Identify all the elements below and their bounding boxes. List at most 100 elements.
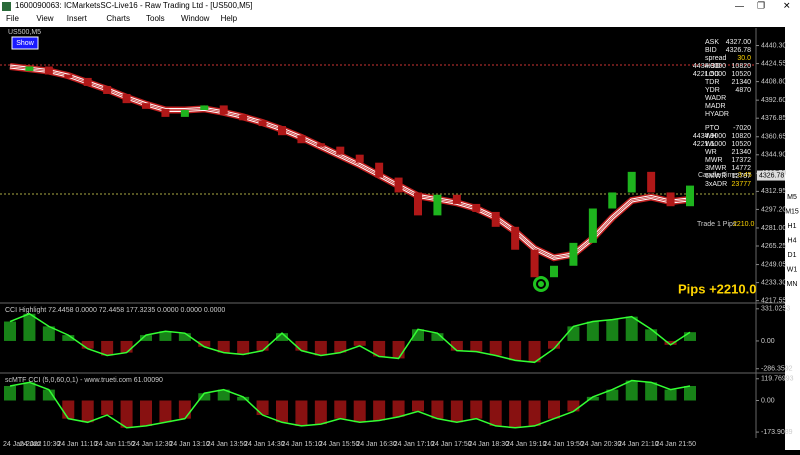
info-value: -7020: [733, 125, 751, 132]
candle: [569, 242, 578, 266]
indicator-bar: [334, 340, 347, 353]
menu-item[interactable]: Charts: [106, 14, 130, 23]
candle: [278, 126, 286, 136]
time-label: 24 Jan 17:10: [394, 441, 435, 448]
indicator-bar: [509, 340, 522, 361]
indicator-bar: [314, 340, 327, 356]
indicator-bar: [353, 340, 366, 346]
info-value: 4327.00: [726, 39, 751, 46]
indicator-bar: [159, 331, 172, 341]
show-button-label[interactable]: Show: [16, 40, 34, 47]
indicator-bar: [4, 321, 16, 341]
info-label: HYADR: [705, 111, 729, 118]
candle: [316, 143, 325, 147]
indicator-bar: [392, 340, 405, 359]
show-button[interactable]: [11, 36, 39, 50]
indicator-bar: [237, 340, 250, 355]
candle: [83, 77, 92, 86]
timeframe-button[interactable]: M15: [785, 208, 799, 215]
menu-item[interactable]: Tools: [146, 14, 165, 23]
price-label: 4424.55: [761, 60, 786, 67]
candle: [433, 194, 442, 216]
menu-item[interactable]: Help: [221, 14, 238, 23]
indicator-bar: [23, 313, 36, 341]
indicator-bar: [42, 326, 55, 341]
candle: [414, 192, 422, 216]
indicator-bar: [412, 400, 424, 412]
menu-item[interactable]: Insert: [67, 14, 88, 23]
candle: [472, 203, 481, 212]
candle: [608, 192, 617, 209]
price-label: 4408.80: [761, 78, 786, 85]
info-label: 3xADR: [705, 181, 727, 188]
indicator-bar: [392, 400, 405, 417]
window-controls[interactable]: —: [735, 0, 744, 10]
time-label: 24 Jan 10:30: [20, 441, 61, 448]
candle: [219, 105, 228, 115]
indicator-bar: [140, 400, 152, 426]
restore[interactable]: ❐: [757, 0, 765, 10]
timeframe-button[interactable]: M5: [787, 194, 797, 201]
timeframe-button[interactable]: W1: [787, 266, 798, 273]
indicator-bar: [101, 340, 114, 356]
candle: [647, 171, 656, 193]
indicator-bar: [548, 400, 560, 419]
time-label: 24 Jan 11:10: [57, 441, 97, 448]
timeframe-button[interactable]: D1: [788, 252, 797, 259]
info-value: 4434.9000: [693, 133, 726, 140]
time-label: 24 Jan 15:10: [282, 441, 323, 448]
indicator-axis-label: -173.9089: [761, 429, 793, 436]
indicator-axis-label: 119.76993: [761, 376, 794, 383]
symbol-label: US500,M5: [8, 29, 41, 36]
info-value: 10520: [732, 141, 752, 148]
timeframe-button[interactable]: MN: [787, 281, 798, 288]
info-value: 21340: [732, 79, 752, 86]
close[interactable]: ✕: [783, 0, 791, 10]
indicator-bar: [62, 400, 75, 419]
window-chrome: [0, 0, 800, 27]
price-label: 4217.55: [761, 297, 786, 304]
info-label: TDR: [705, 79, 719, 86]
indicator-bar: [295, 340, 308, 351]
indicator-bar: [412, 329, 424, 341]
candle: [103, 85, 112, 94]
indicator-bar: [353, 400, 366, 423]
indicator-bar: [625, 380, 638, 401]
info-label: PTO: [705, 125, 720, 132]
info-label: ASK: [705, 39, 719, 46]
info-value: 23777: [732, 181, 752, 188]
indicator-bar: [237, 396, 250, 401]
info-value: 4221.5000: [693, 71, 726, 78]
time-label: 24 Jan 21:10: [618, 441, 659, 448]
menu-item[interactable]: View: [36, 14, 53, 23]
indicator-bar: [450, 400, 463, 423]
indicator-bar: [217, 340, 230, 353]
info-value: 4326.78: [726, 47, 751, 54]
menu-item[interactable]: Window: [181, 14, 210, 23]
menu-item[interactable]: File: [6, 14, 19, 23]
indicator-bar: [373, 400, 386, 421]
info-value: 10520: [732, 71, 752, 78]
indicator-bar: [528, 400, 541, 426]
indicator-bar: [470, 340, 483, 352]
time-label: 24 Jan 20:30: [581, 441, 622, 448]
indicator-bar: [489, 340, 502, 356]
timeframe-button[interactable]: H1: [788, 223, 797, 230]
indicator-bar: [159, 400, 172, 423]
indicator-bar: [450, 340, 463, 351]
info-value: 21340: [732, 149, 752, 156]
candle: [686, 185, 694, 207]
indicator-bar: [276, 400, 288, 423]
info-value: 10820: [732, 133, 752, 140]
candle: [239, 114, 248, 121]
info-value: 4221.5000: [693, 141, 726, 148]
time-label: 24 Jan 21:50: [656, 441, 697, 448]
side-toolbar: [785, 27, 800, 450]
candle: [336, 146, 345, 155]
info-label: WL: [705, 141, 716, 148]
time-label: 24 Jan 15:50: [319, 441, 360, 448]
timeframe-button[interactable]: H4: [788, 237, 797, 244]
candle-time-value: 3:45: [738, 172, 752, 179]
info-label: WH: [705, 133, 717, 140]
indicator-bar: [295, 400, 308, 426]
